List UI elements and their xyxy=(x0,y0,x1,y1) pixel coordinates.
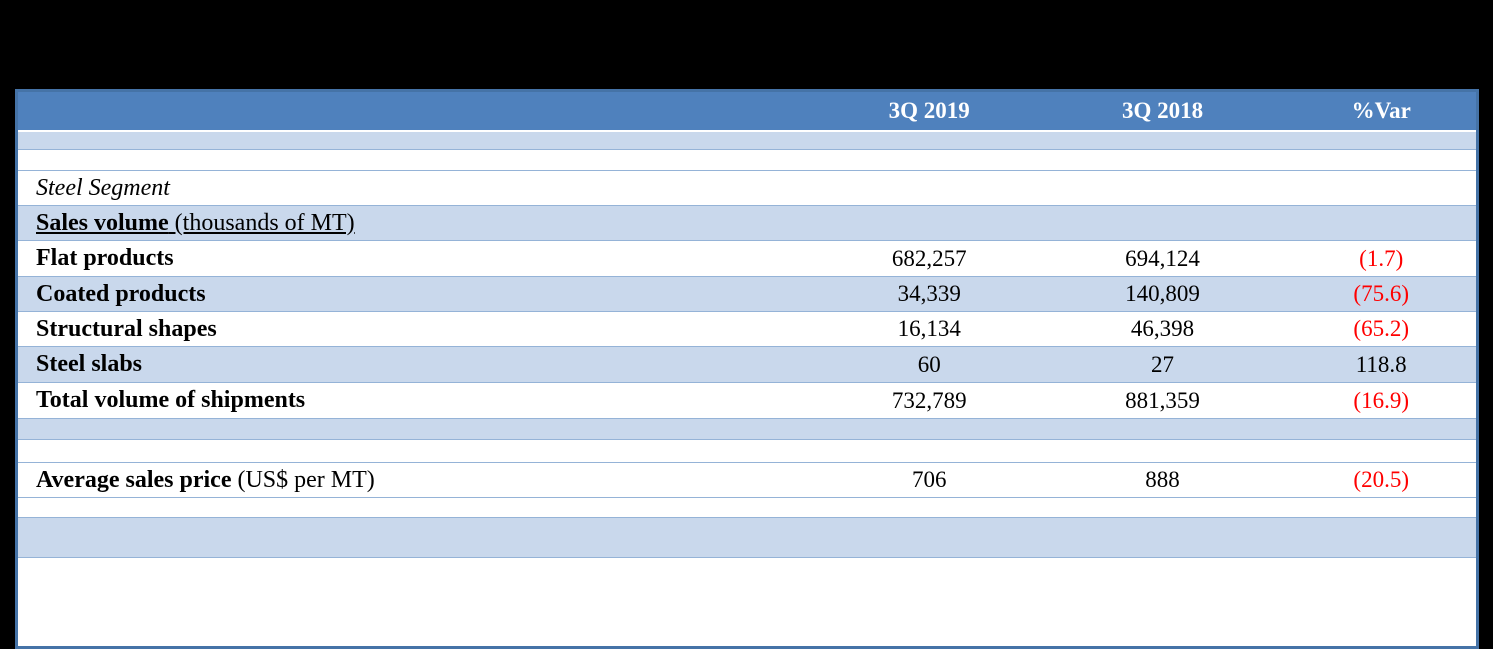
column-header-pct-var: %Var xyxy=(1351,98,1411,123)
table-row-structural-shapes: Structural shapes 16,134 46,398 (65.2) xyxy=(18,312,1476,347)
value-3q2019: 60 xyxy=(917,351,941,377)
spacer-row xyxy=(18,132,1476,150)
value-var: 118.8 xyxy=(1355,351,1407,377)
spacer-row xyxy=(18,440,1476,463)
table-row-average-sales-price: Average sales price (US$ per MT) 706 888… xyxy=(18,463,1476,498)
value-3q2018: 46,398 xyxy=(1130,316,1195,341)
value-var: (16.9) xyxy=(1353,387,1409,413)
table-row-coated-products: Coated products 34,339 140,809 (75.6) xyxy=(18,277,1476,312)
value-3q2018: 888 xyxy=(1145,467,1180,492)
column-header-3q-2019: 3Q 2019 xyxy=(888,98,970,123)
row-label: Steel slabs xyxy=(36,351,143,377)
row-label: Total volume of shipments xyxy=(36,387,306,413)
avg-price-label-main: Average sales price xyxy=(36,466,232,493)
value-3q2018: 694,124 xyxy=(1125,245,1200,271)
value-var: (75.6) xyxy=(1353,281,1409,306)
row-label: Structural shapes xyxy=(36,315,217,342)
steel-segment-results-table: 3Q 2019 3Q 2018 %Var Steel Segment Sales… xyxy=(15,89,1479,649)
table-header-row: 3Q 2019 3Q 2018 %Var xyxy=(18,92,1476,132)
steel-segment-section-row: Steel Segment xyxy=(18,171,1476,206)
sales-volume-heading-main: Sales volume xyxy=(36,209,169,236)
section-title: Steel Segment xyxy=(36,174,170,201)
table-row-steel-slabs: Steel slabs 60 27 118.8 xyxy=(18,347,1476,383)
value-3q2018: 140,809 xyxy=(1125,281,1200,306)
row-label: Coated products xyxy=(36,280,206,307)
value-3q2019: 34,339 xyxy=(897,281,961,306)
spacer-row xyxy=(18,150,1476,171)
table-row-total-volume: Total volume of shipments 732,789 881,35… xyxy=(18,383,1476,419)
avg-price-label-unit: (US$ per MT) xyxy=(231,466,375,493)
value-3q2019: 732,789 xyxy=(891,387,967,413)
value-var: (65.2) xyxy=(1353,316,1409,341)
value-3q2019: 682,257 xyxy=(891,245,967,271)
value-var: (1.7) xyxy=(1359,245,1404,271)
sales-volume-heading-unit: (thousands of MT) xyxy=(168,209,355,236)
column-header-3q-2018: 3Q 2018 xyxy=(1121,98,1204,123)
row-label: Average sales price (US$ per MT) xyxy=(18,467,820,494)
bottom-band-row xyxy=(18,518,1476,558)
value-3q2019: 16,134 xyxy=(897,316,961,341)
sales-volume-heading: Sales volume (thousands of MT) xyxy=(18,210,820,237)
table-row-flat-products: Flat products 682,257 694,124 (1.7) xyxy=(18,241,1476,277)
value-3q2018: 27 xyxy=(1151,351,1174,377)
row-label: Flat products xyxy=(36,245,174,271)
value-3q2019: 706 xyxy=(911,467,947,492)
value-3q2018: 881,359 xyxy=(1125,387,1200,413)
spacer-row xyxy=(18,419,1476,440)
value-var: (20.5) xyxy=(1353,467,1409,492)
spacer-row xyxy=(18,498,1476,518)
sales-volume-heading-row: Sales volume (thousands of MT) xyxy=(18,206,1476,241)
